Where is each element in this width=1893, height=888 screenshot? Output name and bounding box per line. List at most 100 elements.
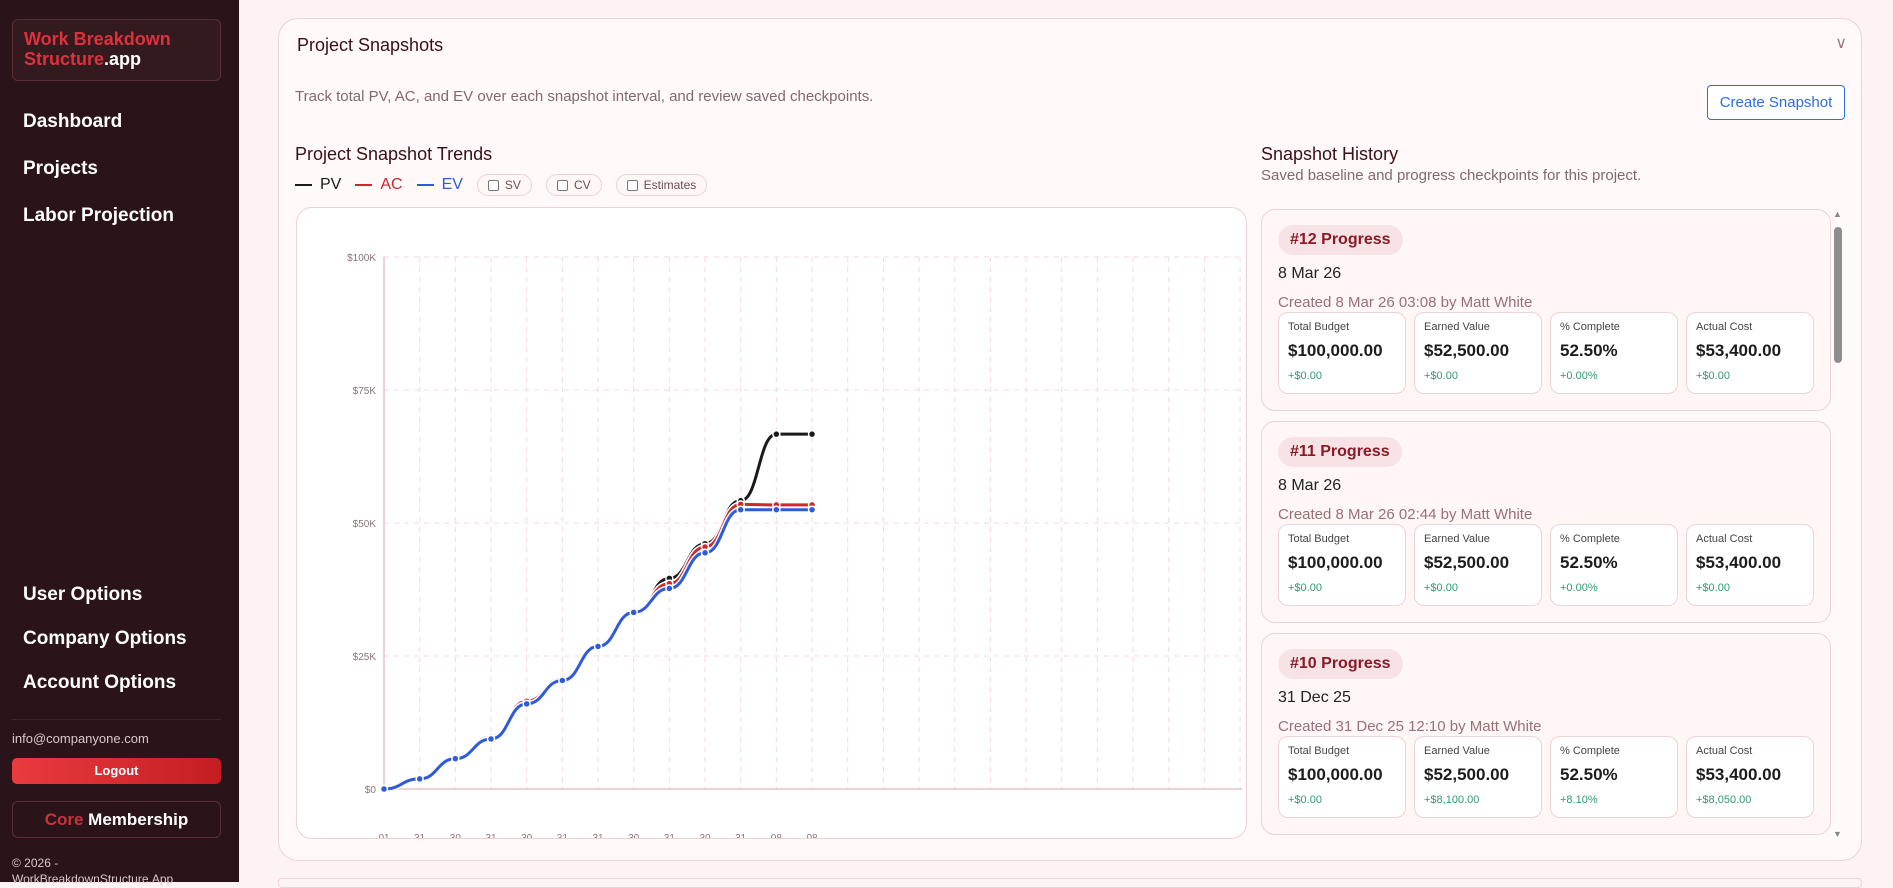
toggle-cv[interactable]: CV xyxy=(545,174,602,196)
pv-line-icon xyxy=(295,184,312,186)
metric-delta: +0.00% xyxy=(1560,582,1598,594)
membership-tier: Core xyxy=(44,810,84,829)
metric-delta: +8.10% xyxy=(1560,794,1598,806)
snapshot-card[interactable]: #10 Progress 31 Dec 25 Created 31 Dec 25… xyxy=(1261,633,1831,835)
sidebar-divider xyxy=(12,719,221,720)
toggle-estimates-label: Estimates xyxy=(643,178,697,192)
metric-delta: +$0.00 xyxy=(1288,794,1322,806)
logo-brand: Work Breakdown xyxy=(24,29,171,49)
data-point-pv xyxy=(807,429,817,439)
trend-chart: $0 $25K $50K $75K $100K 01Mar 31Mar 30Apr 31May 3… xyxy=(296,207,1247,839)
snapshot-card[interactable]: #11 Progress 8 Mar 26 Created 8 Mar 26 0… xyxy=(1261,421,1831,623)
snapshot-badge: #10 Progress xyxy=(1278,649,1403,679)
metric-label: Earned Value xyxy=(1424,321,1490,333)
snapshot-card[interactable]: #12 Progress 8 Mar 26 Created 8 Mar 26 0… xyxy=(1261,209,1831,411)
chevron-down-icon[interactable]: ∨ xyxy=(1835,35,1847,52)
nav-account-options[interactable]: Account Options xyxy=(23,672,177,693)
metric-tile: % Complete 52.50% +0.00% xyxy=(1550,524,1678,606)
sidebar: Work Breakdown Structure.app Dashboard Pr… xyxy=(0,0,239,886)
y-tick-label: $100K xyxy=(347,253,376,264)
scroll-up-icon[interactable]: ▲ xyxy=(1833,209,1842,219)
data-point-ev xyxy=(415,774,424,784)
nav-user-options[interactable]: User Options xyxy=(23,584,143,605)
metric-delta: +$0.00 xyxy=(1696,370,1730,382)
metric-tile: Earned Value $52,500.00 +$0.00 xyxy=(1414,312,1542,394)
metric-tile: Total Budget $100,000.00 +$0.00 xyxy=(1278,736,1406,818)
copyright: © 2026 - WorkBreakdownStructure.App xyxy=(12,855,173,887)
data-point-ev xyxy=(629,608,638,617)
y-tick-label: $50K xyxy=(353,519,377,530)
y-tick-label: $0 xyxy=(365,785,377,796)
legend-pv[interactable]: PV xyxy=(295,176,341,194)
nav-company-options[interactable]: Company Options xyxy=(23,628,187,649)
nav-dashboard[interactable]: Dashboard xyxy=(23,111,123,132)
snapshot-metrics: Total Budget $100,000.00 +$0.00 Earned Valu… xyxy=(1278,736,1814,818)
next-panel-edge xyxy=(278,878,1862,888)
checkbox-icon[interactable] xyxy=(556,179,568,191)
legend-ev[interactable]: EV xyxy=(416,176,463,194)
metric-value: $53,400.00 xyxy=(1696,553,1782,572)
membership-button[interactable]: Core Membership xyxy=(12,801,221,838)
x-tick-label: 01Mar xyxy=(375,833,393,839)
snapshot-badge: #12 Progress xyxy=(1278,225,1403,255)
metric-delta: +$0.00 xyxy=(1696,582,1730,594)
metric-label: Actual Cost xyxy=(1696,533,1753,545)
chart-title: Project Snapshot Trends xyxy=(295,144,493,164)
data-point-ev xyxy=(558,676,567,685)
data-point-ev xyxy=(451,754,460,763)
toggle-sv[interactable]: SV xyxy=(476,174,532,196)
snapshot-date: 31 Dec 25 xyxy=(1278,689,1351,706)
toggle-estimates[interactable]: Estimates xyxy=(615,174,708,196)
metric-value: $53,400.00 xyxy=(1696,765,1782,784)
history-scrollbar[interactable]: ▲ ▼ xyxy=(1832,209,1844,839)
metric-label: Total Budget xyxy=(1288,533,1350,545)
data-point-ev xyxy=(772,505,781,514)
user-email: info@companyone.com xyxy=(12,731,149,746)
legend-ac[interactable]: AC xyxy=(355,176,403,194)
metric-label: Actual Cost xyxy=(1696,321,1753,333)
snapshot-created: Created 31 Dec 25 12:10 by Matt White xyxy=(1278,718,1542,735)
metric-label: Actual Cost xyxy=(1696,745,1753,757)
project-snapshots-panel: Project Snapshots ∨ Track total PV, AC, … xyxy=(278,18,1862,861)
snapshot-history-list[interactable]: #12 Progress 8 Mar 26 Created 8 Mar 26 0… xyxy=(1261,209,1831,839)
metric-value: $100,000.00 xyxy=(1288,341,1383,360)
logo-suffix: .app xyxy=(104,49,142,69)
scrollbar-thumb[interactable] xyxy=(1834,227,1842,363)
metric-tile: % Complete 52.50% +8.10% xyxy=(1550,736,1678,818)
metric-label: Total Budget xyxy=(1288,321,1350,333)
metric-value: 52.50% xyxy=(1560,765,1618,784)
app-logo[interactable]: Work Breakdown Structure.app xyxy=(12,19,221,81)
panel-description: Track total PV, AC, and EV over each sna… xyxy=(295,88,874,105)
x-tick-label: 31May xyxy=(482,833,501,839)
metric-value: $52,500.00 xyxy=(1424,341,1510,360)
metric-delta: +$0.00 xyxy=(1288,582,1322,594)
metric-label: % Complete xyxy=(1560,321,1620,333)
panel-title[interactable]: Project Snapshots xyxy=(297,35,444,55)
snapshot-date: 8 Mar 26 xyxy=(1278,265,1342,282)
snapshot-metrics: Total Budget $100,000.00 +$0.00 Earned Valu… xyxy=(1278,524,1814,606)
data-point-ev xyxy=(522,699,531,709)
copyright-year: © 2026 - xyxy=(12,856,59,870)
metric-delta: +$0.00 xyxy=(1424,582,1458,594)
data-point-ev xyxy=(593,642,603,651)
metric-label: Earned Value xyxy=(1424,745,1490,757)
snapshot-badge: #11 Progress xyxy=(1278,437,1402,467)
data-point-ev xyxy=(379,784,389,794)
nav-projects[interactable]: Projects xyxy=(23,158,98,179)
metric-label: Total Budget xyxy=(1288,745,1350,757)
data-point-ev xyxy=(665,584,674,593)
metric-delta: +$0.00 xyxy=(1288,370,1322,382)
scroll-down-icon[interactable]: ▼ xyxy=(1833,829,1842,839)
checkbox-icon[interactable] xyxy=(626,179,638,191)
data-point-ev xyxy=(486,734,496,744)
x-tick-label: 30Jun xyxy=(519,833,535,839)
history-title: Snapshot History xyxy=(1261,144,1399,164)
data-point-pv xyxy=(772,429,781,439)
nav-labor-projection[interactable]: Labor Projection xyxy=(23,205,174,226)
snapshot-created: Created 8 Mar 26 03:08 by Matt White xyxy=(1278,294,1533,311)
checkbox-icon[interactable] xyxy=(487,179,499,191)
x-tick-label: 08Mar xyxy=(768,833,786,839)
logout-button[interactable]: Logout xyxy=(12,758,221,784)
create-snapshot-button[interactable]: Create Snapshot xyxy=(1707,85,1845,120)
